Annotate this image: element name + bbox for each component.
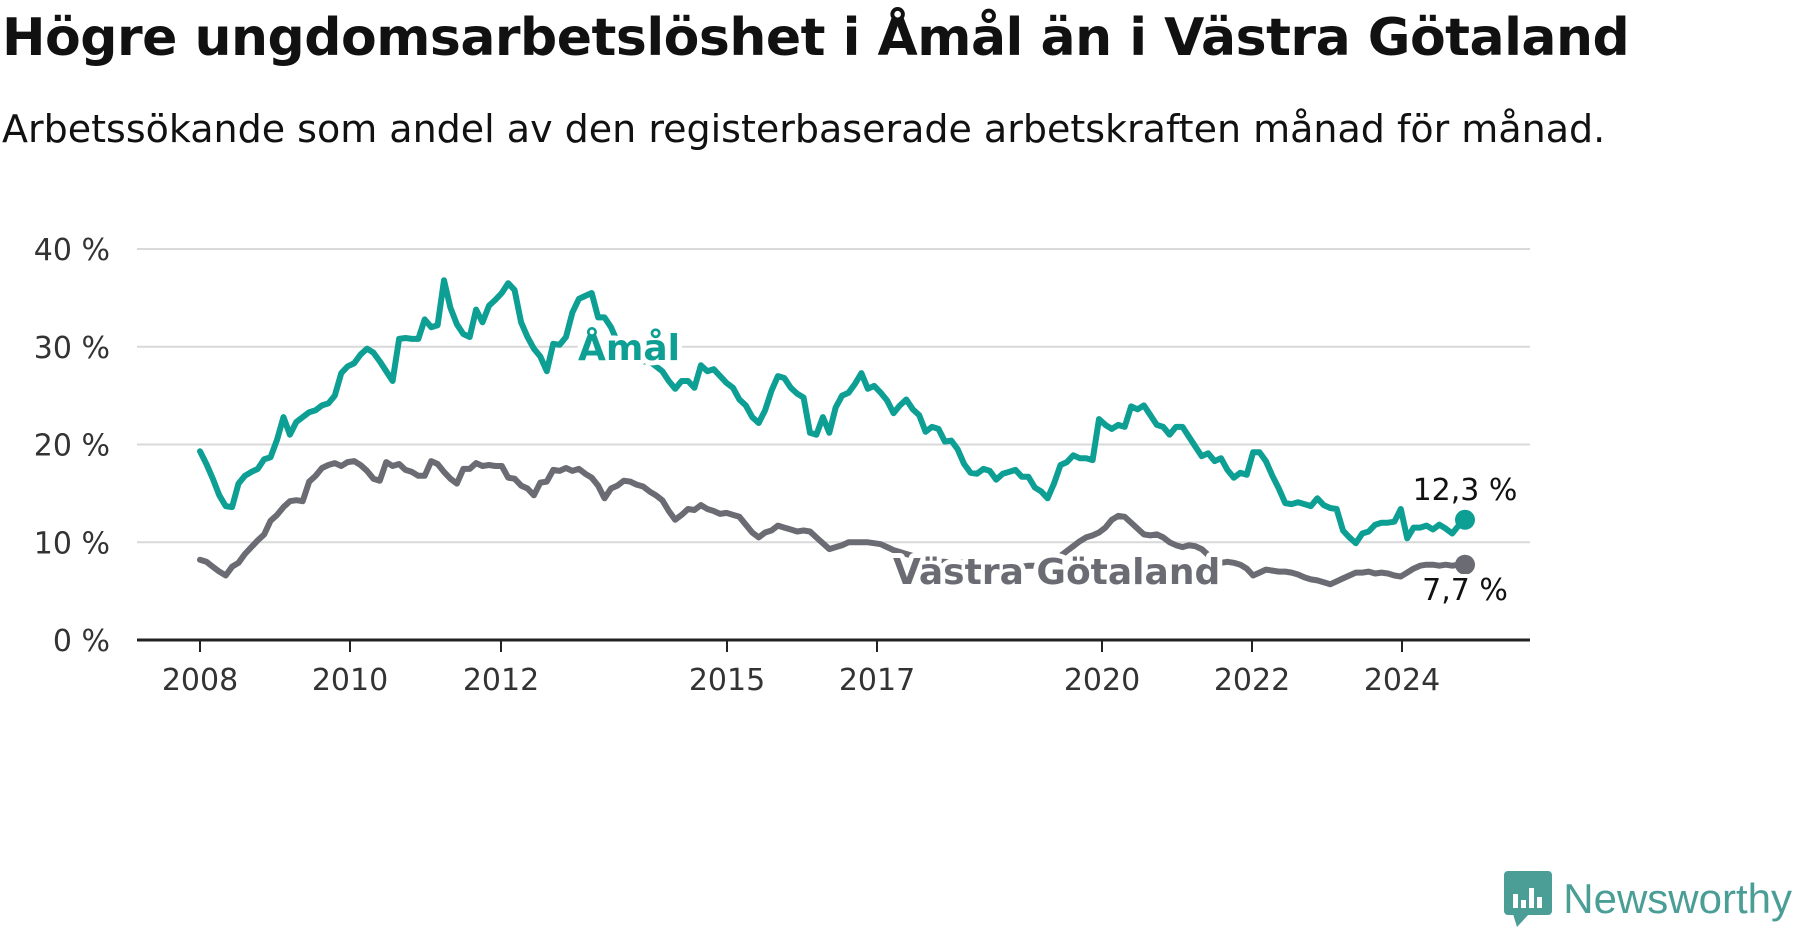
series-labels: Åmål Västra Götaland 12,3 % 7,7 % (573, 322, 1521, 612)
chart-title: Högre ungdomsarbetslöshet i Åmål än i Vä… (2, 8, 1630, 68)
series-label-amal: Åmål (578, 327, 680, 369)
y-tick-label: 0 % (53, 624, 110, 659)
x-tick-label: 2010 (312, 663, 388, 698)
y-axis-ticks: 0 % 10 % 20 % 30 % 40 % (34, 233, 110, 659)
y-tick-label: 40 % (34, 233, 110, 268)
x-tick-label: 2022 (1214, 663, 1290, 698)
x-tick-label: 2024 (1364, 663, 1440, 698)
series-line-1 (197, 458, 1468, 588)
x-tick-label: 2008 (162, 663, 238, 698)
series-lines (197, 277, 1475, 588)
x-tick-label: 2015 (689, 663, 765, 698)
end-label-vg: 7,7 % (1422, 573, 1508, 608)
end-point-1 (1455, 554, 1475, 575)
x-tick-label: 2017 (839, 663, 915, 698)
gridlines (137, 248, 1530, 544)
y-tick-label: 10 % (34, 526, 110, 561)
y-tick-label: 30 % (34, 331, 110, 366)
brand-name: Newsworthy (1563, 875, 1792, 922)
newsworthy-logo-icon (1504, 871, 1553, 927)
end-label-amal: 12,3 % (1413, 473, 1518, 508)
x-tick-label: 2020 (1064, 663, 1140, 698)
x-tick-label: 2012 (463, 663, 539, 698)
chart-subtitle: Arbetssökande som andel av den registerb… (2, 107, 1606, 151)
end-point-0 (1455, 509, 1475, 530)
y-tick-label: 20 % (34, 429, 110, 464)
x-axis: 2008 2010 2012 2015 2017 2020 2022 2024 (137, 638, 1530, 698)
series-line-0 (197, 277, 1468, 547)
series-label-vg: Västra Götaland (893, 552, 1220, 593)
newsworthy-logo: Newsworthy (1503, 870, 1792, 928)
